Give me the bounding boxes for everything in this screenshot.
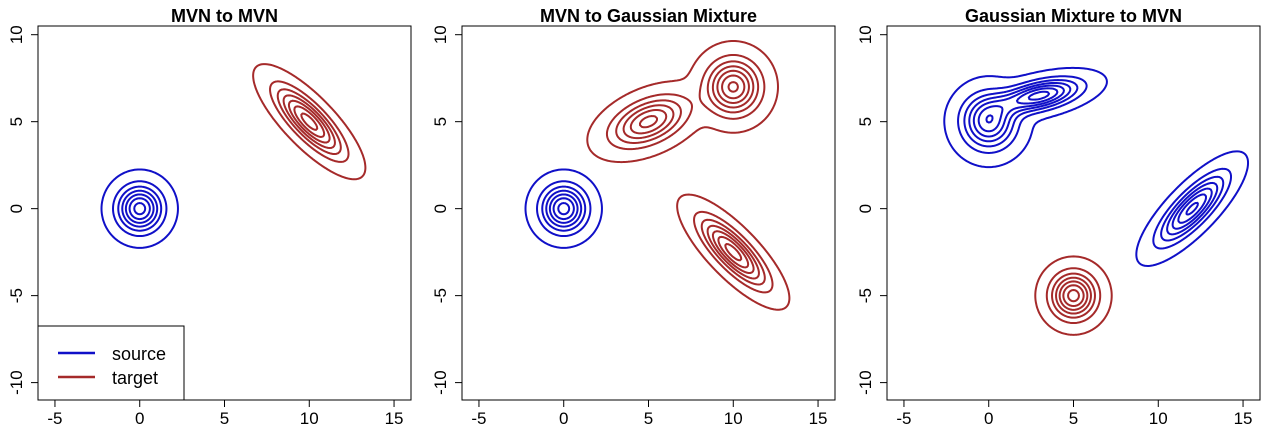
target-contour-6 bbox=[293, 105, 326, 138]
panel-title: MVN to Gaussian Mixture bbox=[540, 6, 757, 26]
axes: -5 0 5 10 15 -10 -5 0 5 10 bbox=[7, 25, 404, 428]
axes: -5 0 5 10 15 -10 -5 0 5 10 bbox=[856, 25, 1253, 428]
source-contour-4 bbox=[121, 189, 159, 228]
legend-target-label: target bbox=[112, 368, 158, 388]
axes: -5 0 5 10 15 -10 -5 0 5 10 bbox=[431, 25, 828, 428]
target-contour-5 bbox=[629, 69, 755, 275]
target-contour-7 bbox=[724, 81, 743, 262]
x-tick-label: 0 bbox=[135, 409, 144, 428]
source-contour-3 bbox=[117, 185, 163, 232]
y-tick-label: 5 bbox=[431, 117, 450, 126]
y-tick-label: 10 bbox=[431, 25, 450, 44]
source-contour-1 bbox=[524, 168, 603, 249]
source-contour-5 bbox=[548, 193, 579, 224]
x-tick-label: 15 bbox=[385, 409, 404, 428]
panel-mvn-to-mvn: MVN to MVN -5 0 5 10 15 -10 -5 0 5 10 source targ… bbox=[7, 6, 412, 428]
y-tick-label: 0 bbox=[431, 204, 450, 213]
legend: source target bbox=[37, 325, 185, 401]
x-tick-label: 5 bbox=[220, 409, 229, 428]
target-contour-6 bbox=[638, 74, 750, 269]
source-contour-3 bbox=[963, 79, 1225, 242]
source-contour-1 bbox=[943, 66, 1250, 267]
x-tick-label: 15 bbox=[1234, 409, 1253, 428]
target-contour-2 bbox=[1045, 267, 1102, 325]
y-tick-label: -5 bbox=[7, 288, 26, 303]
x-tick-label: 10 bbox=[724, 409, 743, 428]
panel-mvn-to-gaussian-mixture: MVN to Gaussian Mixture -5 0 5 10 15 -10 -5 0 5 1… bbox=[431, 6, 836, 428]
x-tick-label: 10 bbox=[1149, 409, 1168, 428]
x-tick-label: -5 bbox=[47, 409, 62, 428]
source-contour-7 bbox=[133, 202, 147, 216]
target-contour-3 bbox=[615, 60, 766, 286]
source-contour-2 bbox=[112, 180, 168, 238]
contour-layer bbox=[100, 63, 367, 249]
source-contour-2 bbox=[957, 75, 1233, 250]
y-tick-label: 0 bbox=[856, 204, 875, 213]
target-contour-1 bbox=[586, 40, 791, 311]
y-tick-label: 5 bbox=[7, 117, 26, 126]
panel-title: MVN to MVN bbox=[171, 6, 278, 26]
x-tick-label: 15 bbox=[809, 409, 828, 428]
target-contour-7 bbox=[300, 112, 319, 131]
source-contour-2 bbox=[536, 180, 592, 238]
target-contour-1 bbox=[252, 63, 367, 181]
target-contour-2 bbox=[269, 80, 350, 163]
source-contour-3 bbox=[541, 185, 587, 232]
target-contour-3 bbox=[1051, 272, 1096, 319]
target-contour-4 bbox=[282, 94, 336, 150]
y-tick-label: -10 bbox=[431, 370, 450, 395]
source-contour-7 bbox=[985, 90, 1199, 216]
target-contour-5 bbox=[287, 99, 331, 144]
x-tick-label: 10 bbox=[300, 409, 319, 428]
target-contour-2 bbox=[605, 53, 774, 294]
source-contour-1 bbox=[100, 168, 179, 249]
y-tick-label: -10 bbox=[856, 370, 875, 395]
source-contour-6 bbox=[977, 87, 1207, 224]
panel-gaussian-mixture-to-mvn: Gaussian Mixture to MVN -5 0 5 10 15 -10 -5 0 5 1… bbox=[856, 6, 1261, 428]
x-tick-label: 0 bbox=[984, 409, 993, 428]
target-contour-1 bbox=[1034, 255, 1113, 336]
y-tick-label: 10 bbox=[7, 25, 26, 44]
x-tick-label: 5 bbox=[644, 409, 653, 428]
x-tick-label: -5 bbox=[896, 409, 911, 428]
legend-box bbox=[37, 325, 185, 401]
x-tick-label: 5 bbox=[1069, 409, 1078, 428]
target-contour-4 bbox=[1055, 276, 1092, 315]
panel-title: Gaussian Mixture to MVN bbox=[965, 6, 1182, 26]
y-tick-label: 0 bbox=[7, 204, 26, 213]
source-contour-5 bbox=[972, 84, 1213, 230]
target-contour-4 bbox=[622, 65, 760, 280]
y-tick-label: -5 bbox=[856, 288, 875, 303]
y-tick-label: -10 bbox=[7, 370, 26, 395]
y-tick-label: 5 bbox=[856, 117, 875, 126]
source-contour-6 bbox=[552, 197, 575, 221]
target-contour-7 bbox=[1067, 289, 1080, 303]
source-contour-4 bbox=[545, 189, 583, 228]
legend-source-label: source bbox=[112, 344, 166, 364]
x-tick-label: -5 bbox=[471, 409, 486, 428]
y-tick-label: -5 bbox=[431, 288, 450, 303]
contour-layer bbox=[524, 40, 791, 311]
plot-frame bbox=[461, 25, 836, 401]
source-contour-6 bbox=[128, 197, 151, 221]
source-contour-7 bbox=[557, 202, 571, 216]
source-contour-5 bbox=[124, 193, 155, 224]
target-contour-5 bbox=[1058, 280, 1089, 311]
y-tick-label: 10 bbox=[856, 25, 875, 44]
contour-layer bbox=[943, 66, 1250, 336]
target-contour-3 bbox=[276, 88, 342, 156]
target-contour-6 bbox=[1062, 284, 1085, 308]
source-contour-4 bbox=[968, 81, 1219, 236]
x-tick-label: 0 bbox=[559, 409, 568, 428]
